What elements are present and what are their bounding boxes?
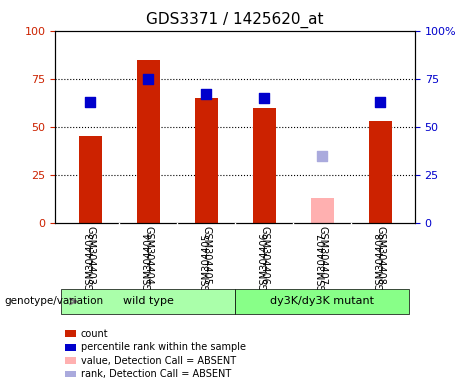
Bar: [65, 371, 76, 377]
Text: GSM304404: GSM304404: [143, 225, 153, 285]
Text: GSM304407: GSM304407: [317, 232, 327, 291]
Point: [86, 99, 94, 105]
Point: [377, 99, 384, 105]
Text: GSM304405: GSM304405: [201, 232, 211, 291]
Bar: [253, 108, 276, 223]
Text: genotype/variation: genotype/variation: [5, 296, 104, 306]
Bar: [195, 98, 218, 223]
Text: GSM304407: GSM304407: [317, 225, 327, 285]
Text: GSM304404: GSM304404: [143, 232, 153, 291]
Text: value, Detection Call = ABSENT: value, Detection Call = ABSENT: [81, 356, 236, 366]
Bar: [78, 136, 102, 223]
Bar: [311, 198, 334, 223]
Title: GDS3371 / 1425620_at: GDS3371 / 1425620_at: [146, 12, 324, 28]
Text: dy3K/dy3K mutant: dy3K/dy3K mutant: [270, 296, 374, 306]
Text: GSM304403: GSM304403: [85, 225, 95, 285]
Text: GSM304406: GSM304406: [259, 232, 269, 291]
Bar: [65, 344, 76, 351]
Text: count: count: [81, 329, 108, 339]
Text: rank, Detection Call = ABSENT: rank, Detection Call = ABSENT: [81, 369, 231, 379]
Text: GSM304408: GSM304408: [375, 225, 385, 285]
Text: GSM304403: GSM304403: [85, 232, 95, 291]
Bar: [65, 357, 76, 364]
FancyBboxPatch shape: [61, 290, 235, 313]
FancyBboxPatch shape: [235, 290, 409, 313]
Text: wild type: wild type: [123, 296, 173, 306]
Point: [202, 91, 210, 97]
Text: GSM304408: GSM304408: [375, 232, 385, 291]
Bar: [65, 330, 76, 337]
Point: [144, 76, 152, 82]
Bar: [136, 60, 160, 223]
Point: [319, 152, 326, 159]
Text: percentile rank within the sample: percentile rank within the sample: [81, 342, 246, 352]
Point: [260, 95, 268, 101]
Text: GSM304405: GSM304405: [201, 225, 211, 285]
Bar: [368, 121, 392, 223]
Text: GSM304406: GSM304406: [259, 225, 269, 285]
